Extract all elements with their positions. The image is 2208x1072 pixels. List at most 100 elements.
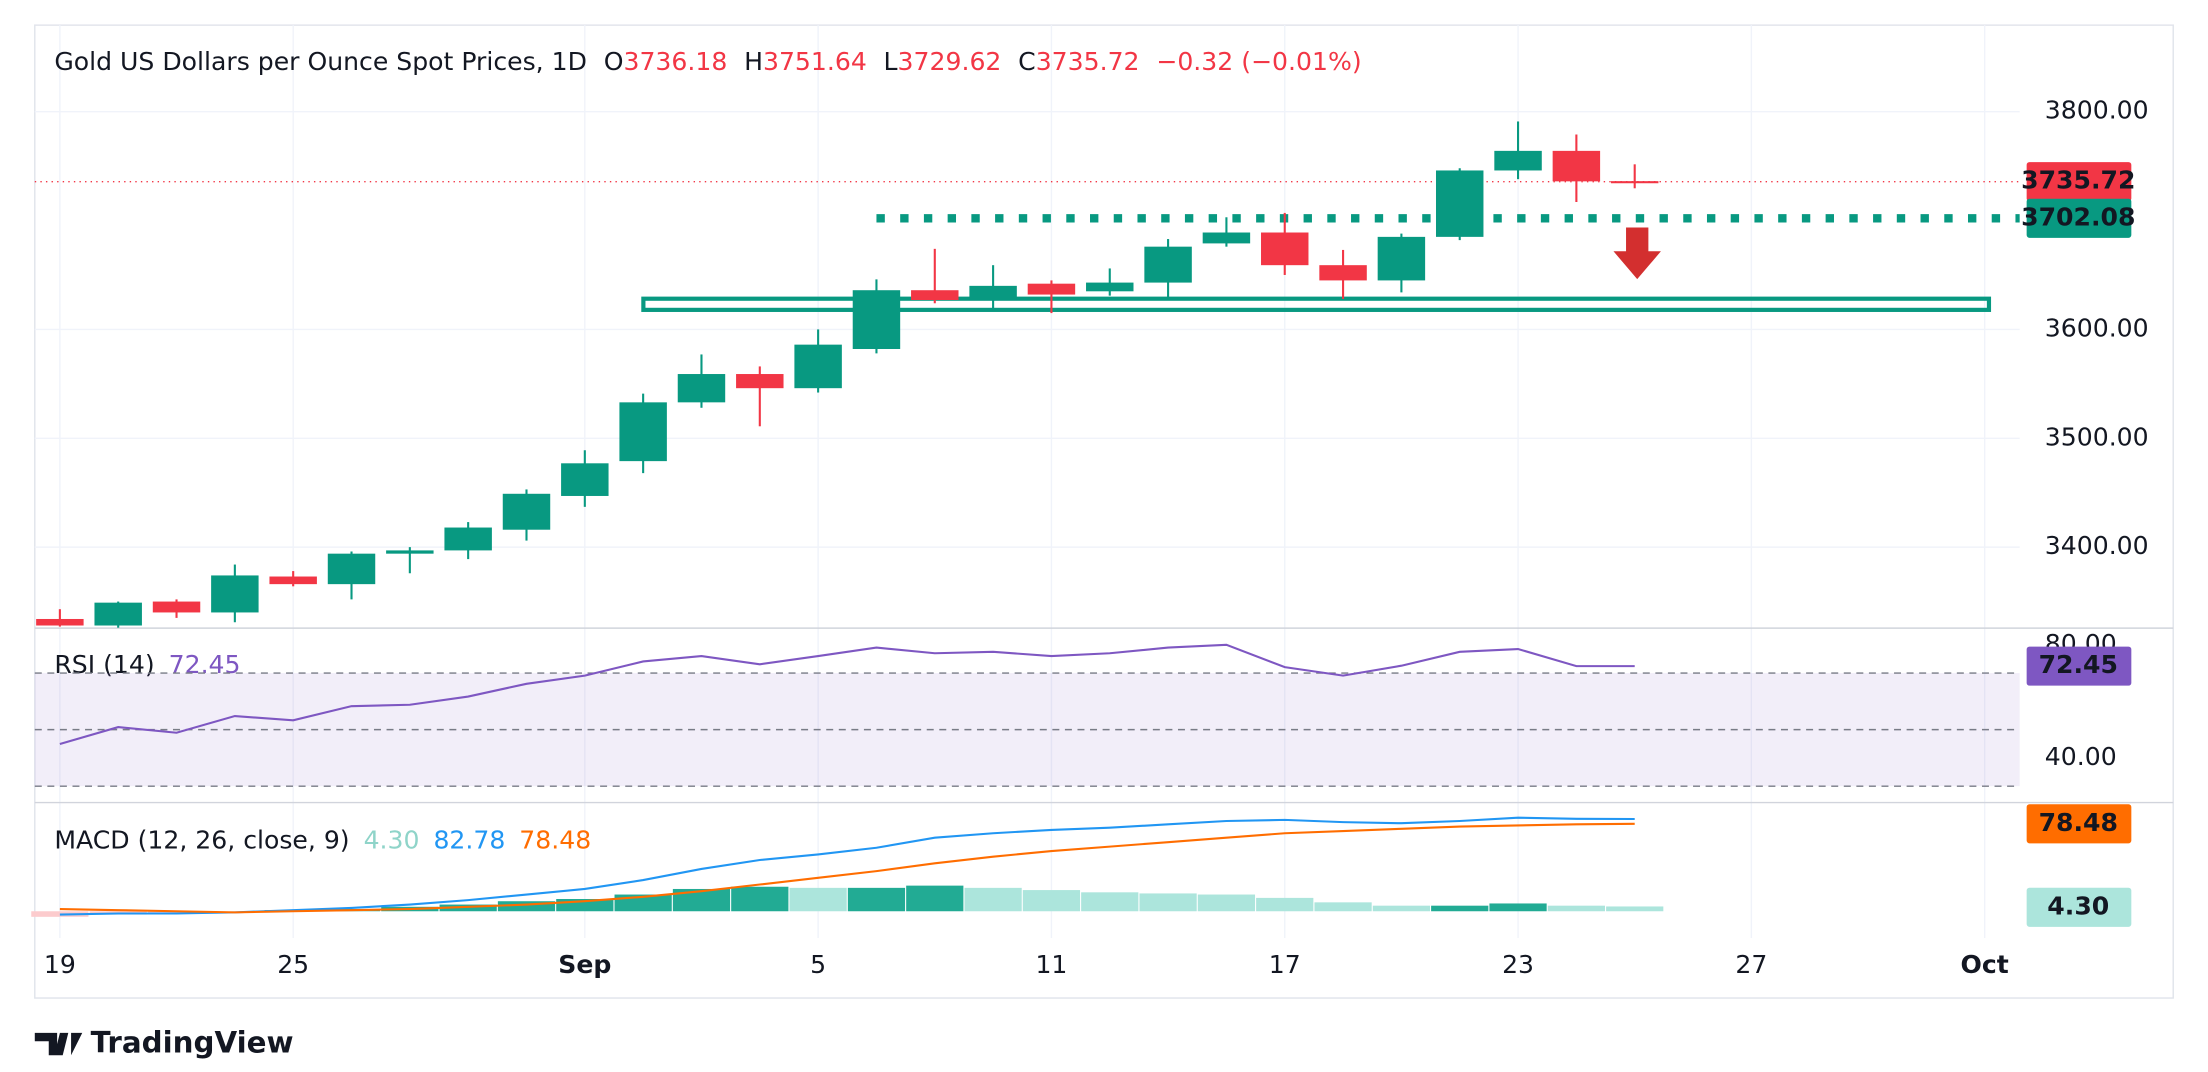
candle-body bbox=[1202, 232, 1251, 244]
histogram-bar bbox=[1372, 905, 1431, 912]
level-label: 3702.08 bbox=[2021, 202, 2135, 231]
histogram-bar bbox=[1431, 905, 1489, 912]
x-tick-label: 19 bbox=[44, 950, 76, 979]
y-tick-label: 3500.00 bbox=[2045, 422, 2149, 451]
candle-body bbox=[444, 527, 492, 551]
signal-label-bg bbox=[2026, 804, 2132, 844]
rsi-label-bg bbox=[2026, 646, 2132, 686]
y-tick-label: 3600.00 bbox=[2045, 313, 2149, 342]
header: Gold US Dollars per Ounce Spot Prices, 1… bbox=[54, 47, 1361, 76]
ohlc-letter: C bbox=[1018, 47, 1036, 76]
candle-body bbox=[386, 550, 434, 554]
x-tick-label: Sep bbox=[558, 950, 611, 979]
histogram-bar bbox=[1314, 902, 1372, 912]
candle-body bbox=[1086, 282, 1134, 292]
candle-body bbox=[736, 374, 784, 389]
candle-body bbox=[911, 290, 959, 301]
y-tick-label: 3800.00 bbox=[2045, 96, 2149, 125]
histogram-bar bbox=[906, 885, 964, 912]
logo: TradingView bbox=[34, 1026, 294, 1060]
rsi-line bbox=[59, 643, 1635, 746]
low-value: 3729.62 bbox=[898, 47, 1002, 76]
candle-body bbox=[677, 374, 726, 403]
rsi-name: RSI (14) bbox=[54, 650, 154, 679]
x-tick-label: 17 bbox=[1269, 950, 1301, 979]
candle-body bbox=[269, 576, 317, 585]
x-tick-label: 25 bbox=[277, 950, 309, 979]
logo-mark bbox=[34, 1032, 83, 1056]
histogram-bar bbox=[497, 901, 556, 912]
candle-body bbox=[1494, 150, 1542, 171]
signal-label: 78.48 bbox=[2039, 808, 2118, 837]
level-label-bg bbox=[2026, 198, 2132, 238]
signal-value: 78.48 bbox=[519, 826, 591, 855]
histogram-bar bbox=[789, 887, 847, 912]
histogram-bar bbox=[439, 904, 497, 912]
histogram-bar bbox=[731, 886, 789, 912]
x-tick-label: Oct bbox=[1961, 950, 2009, 979]
title: Gold US Dollars per Ounce Spot Prices, 1… bbox=[54, 47, 587, 76]
candle-body bbox=[561, 463, 609, 496]
histogram-bar bbox=[147, 911, 206, 914]
candle-body bbox=[1552, 150, 1601, 182]
macd-value: 82.78 bbox=[433, 826, 505, 855]
candle-body bbox=[502, 493, 551, 530]
support-zone bbox=[641, 296, 1992, 312]
macd-line bbox=[59, 816, 1635, 916]
ohlc-letter: L bbox=[884, 47, 898, 76]
y-tick-label: 3400.00 bbox=[2045, 531, 2149, 560]
histogram-bar bbox=[1081, 892, 1139, 912]
frame bbox=[34, 24, 2174, 999]
candle-body bbox=[152, 601, 201, 613]
signal-line bbox=[59, 822, 1635, 914]
candle-body bbox=[1144, 246, 1192, 283]
histogram-bar bbox=[1197, 894, 1256, 912]
histogram-bar bbox=[847, 887, 906, 912]
candle-body bbox=[1435, 170, 1484, 237]
histogram-bar bbox=[1139, 893, 1197, 912]
histogram-bar bbox=[1022, 890, 1081, 912]
candle-body bbox=[1261, 232, 1309, 266]
macd-name: MACD (12, 26, close, 9) bbox=[54, 826, 349, 855]
hist-value: 4.30 bbox=[364, 826, 420, 855]
ohlc-letter: O bbox=[604, 47, 624, 76]
rsi-label: 72.45 bbox=[2039, 650, 2118, 679]
candle-body bbox=[852, 290, 901, 349]
x-tick-label: 23 bbox=[1502, 950, 1534, 979]
histogram-bar bbox=[1256, 897, 1314, 912]
candle-body bbox=[94, 602, 142, 626]
candle-body bbox=[794, 344, 842, 389]
change: −0.32 (−0.01%) bbox=[1156, 47, 1361, 76]
last-price-label: 3735.72 bbox=[2021, 166, 2135, 195]
candle-body bbox=[1377, 236, 1426, 281]
candle-body bbox=[969, 285, 1017, 301]
candle-body bbox=[36, 618, 84, 626]
candle-body bbox=[1027, 283, 1076, 295]
grid bbox=[34, 25, 2020, 938]
x-tick-label: 5 bbox=[810, 950, 826, 979]
macd-legend: MACD (12, 26, close, 9) 4.30 82.78 78.48 bbox=[54, 826, 591, 855]
rsi-value: 72.45 bbox=[169, 650, 241, 679]
rsi-legend: RSI (14) 72.45 bbox=[54, 650, 240, 679]
x-tick-label: 11 bbox=[1035, 950, 1067, 979]
hist-label-bg bbox=[2026, 887, 2132, 927]
last-price-label-bg bbox=[2026, 162, 2132, 202]
histogram-bar bbox=[1547, 905, 1605, 912]
candle-body bbox=[1319, 265, 1367, 281]
brand: TradingView bbox=[91, 1026, 294, 1060]
close-value: 3735.72 bbox=[1036, 47, 1140, 76]
histogram-bar bbox=[1606, 906, 1664, 912]
candle-body bbox=[211, 575, 259, 613]
high-value: 3751.64 bbox=[763, 47, 867, 76]
candle-body bbox=[619, 402, 667, 462]
down-arrow bbox=[1613, 227, 1661, 280]
candle-body bbox=[1610, 181, 1659, 184]
ohlc-letter: H bbox=[744, 47, 763, 76]
histogram-bar bbox=[964, 887, 1022, 912]
y-tick-label: 40.00 bbox=[2045, 742, 2117, 771]
open-value: 3736.18 bbox=[623, 47, 727, 76]
histogram-bar bbox=[672, 888, 731, 912]
candle-body bbox=[327, 553, 376, 585]
